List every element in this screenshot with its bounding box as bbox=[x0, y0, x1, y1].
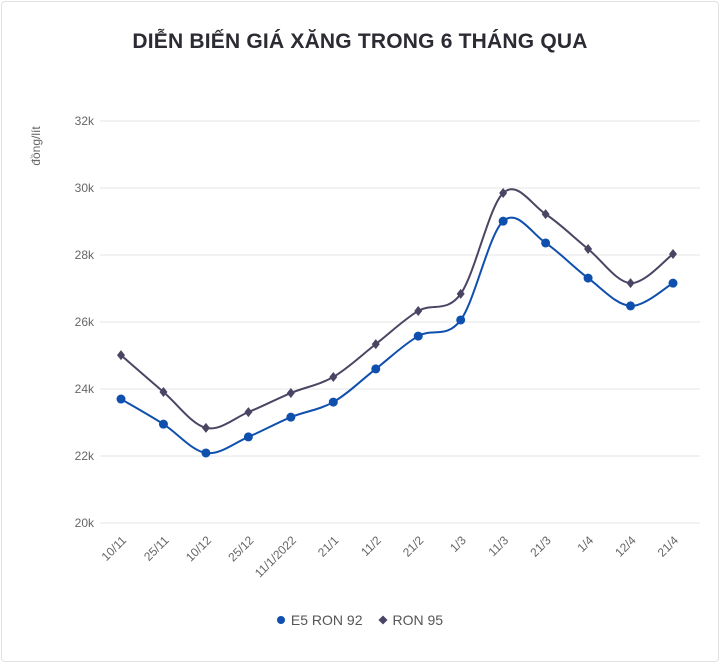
data-point bbox=[541, 238, 551, 248]
data-point bbox=[584, 243, 593, 254]
x-tick-label: 21/1 bbox=[315, 533, 342, 560]
x-tick-label: 21/4 bbox=[655, 533, 682, 560]
data-point bbox=[456, 315, 466, 325]
data-point bbox=[116, 394, 126, 404]
data-point bbox=[626, 301, 636, 311]
x-tick-label: 11/2 bbox=[358, 533, 384, 559]
x-tick-label: 25/12 bbox=[225, 533, 256, 564]
x-tick-label: 1/4 bbox=[574, 533, 596, 555]
x-tick-label: 21/3 bbox=[527, 533, 554, 560]
legend-item[interactable]: E5 RON 92 bbox=[276, 612, 363, 628]
diamond-marker-icon bbox=[377, 615, 388, 625]
series-line bbox=[120, 188, 674, 430]
data-point bbox=[498, 216, 508, 226]
data-point bbox=[499, 188, 508, 199]
data-point bbox=[117, 350, 125, 361]
data-point bbox=[328, 397, 338, 407]
data-point bbox=[243, 432, 253, 442]
x-tick-label: 11/1/2022 bbox=[252, 533, 299, 580]
data-point bbox=[159, 387, 168, 398]
data-point bbox=[413, 331, 423, 341]
data-point bbox=[456, 288, 465, 299]
data-point bbox=[201, 422, 210, 433]
data-point bbox=[669, 248, 677, 259]
data-point bbox=[668, 278, 678, 288]
data-point bbox=[286, 412, 296, 422]
data-point bbox=[371, 364, 381, 374]
data-point bbox=[244, 407, 253, 418]
data-point bbox=[583, 273, 593, 283]
y-tick-label: 24k bbox=[75, 382, 95, 396]
data-point bbox=[286, 388, 295, 399]
x-tick-label: 11/3 bbox=[485, 533, 511, 559]
x-tick-label: 10/11 bbox=[99, 533, 130, 564]
x-tick-label: 21/2 bbox=[400, 533, 427, 560]
legend-item[interactable]: RON 95 bbox=[377, 612, 444, 628]
data-point bbox=[158, 419, 168, 429]
x-tick-label: 1/3 bbox=[447, 533, 469, 555]
y-tick-label: 30k bbox=[75, 181, 95, 195]
chart-title: DIỄN BIẾN GIÁ XĂNG TRONG 6 THÁNG QUA bbox=[132, 30, 588, 53]
x-tick-label: 25/11 bbox=[141, 533, 172, 564]
y-tick-label: 26k bbox=[75, 315, 95, 329]
data-point bbox=[541, 209, 550, 220]
x-tick-label: 12/4 bbox=[612, 533, 639, 560]
data-point bbox=[329, 371, 338, 382]
data-point bbox=[371, 339, 380, 350]
y-tick-label: 32k bbox=[75, 114, 95, 128]
legend: E5 RON 92 RON 95 bbox=[0, 612, 720, 628]
x-tick-label: 10/12 bbox=[183, 533, 214, 564]
y-axis-label: đồng/lít bbox=[29, 126, 43, 166]
data-point bbox=[201, 448, 211, 458]
y-tick-label: 22k bbox=[75, 449, 95, 463]
series-line bbox=[120, 216, 674, 455]
legend-label: E5 RON 92 bbox=[290, 612, 363, 628]
circle-marker-icon bbox=[276, 616, 285, 624]
data-point bbox=[414, 305, 423, 316]
legend-label: RON 95 bbox=[392, 612, 444, 628]
y-tick-label: 20k bbox=[75, 516, 95, 530]
data-point bbox=[626, 278, 635, 289]
y-tick-label: 28k bbox=[75, 248, 95, 262]
